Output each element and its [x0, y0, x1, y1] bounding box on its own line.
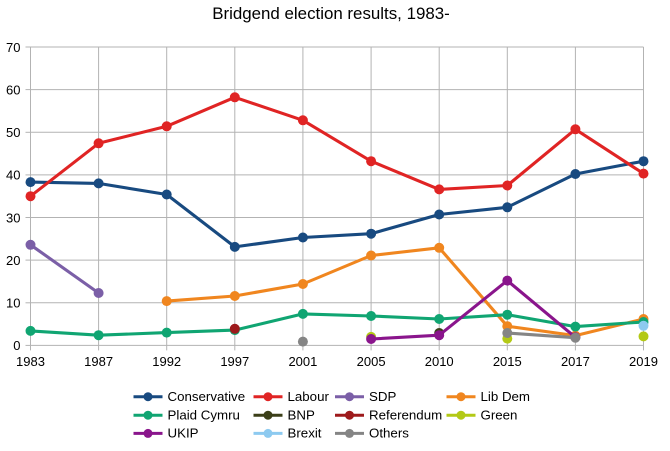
svg-text:Others: Others: [369, 426, 409, 441]
svg-text:2019: 2019: [629, 354, 658, 369]
svg-text:Referendum: Referendum: [369, 408, 442, 423]
svg-text:1987: 1987: [84, 354, 113, 369]
svg-text:0: 0: [13, 338, 20, 353]
svg-text:BNP: BNP: [288, 408, 315, 423]
svg-text:1997: 1997: [220, 354, 249, 369]
svg-text:60: 60: [6, 82, 20, 97]
svg-text:70: 70: [6, 40, 20, 55]
svg-text:UKIP: UKIP: [168, 426, 199, 441]
svg-text:1992: 1992: [152, 354, 181, 369]
svg-text:50: 50: [6, 125, 20, 140]
svg-text:Lib Dem: Lib Dem: [481, 389, 531, 404]
svg-text:2015: 2015: [493, 354, 522, 369]
svg-text:2017: 2017: [561, 354, 590, 369]
svg-text:Brexit: Brexit: [288, 426, 322, 441]
svg-text:Green: Green: [481, 408, 518, 423]
svg-text:2010: 2010: [425, 354, 454, 369]
svg-text:30: 30: [6, 210, 20, 225]
svg-text:Plaid Cymru: Plaid Cymru: [168, 408, 240, 423]
svg-text:Bridgend election results, 198: Bridgend election results, 1983-: [212, 4, 450, 23]
svg-text:Conservative: Conservative: [168, 389, 246, 404]
svg-text:SDP: SDP: [369, 389, 396, 404]
svg-text:Labour: Labour: [288, 389, 330, 404]
svg-text:1983: 1983: [16, 354, 45, 369]
svg-text:20: 20: [6, 253, 20, 268]
svg-text:40: 40: [6, 168, 20, 183]
svg-text:2001: 2001: [288, 354, 317, 369]
svg-text:10: 10: [6, 296, 20, 311]
svg-text:2005: 2005: [357, 354, 386, 369]
